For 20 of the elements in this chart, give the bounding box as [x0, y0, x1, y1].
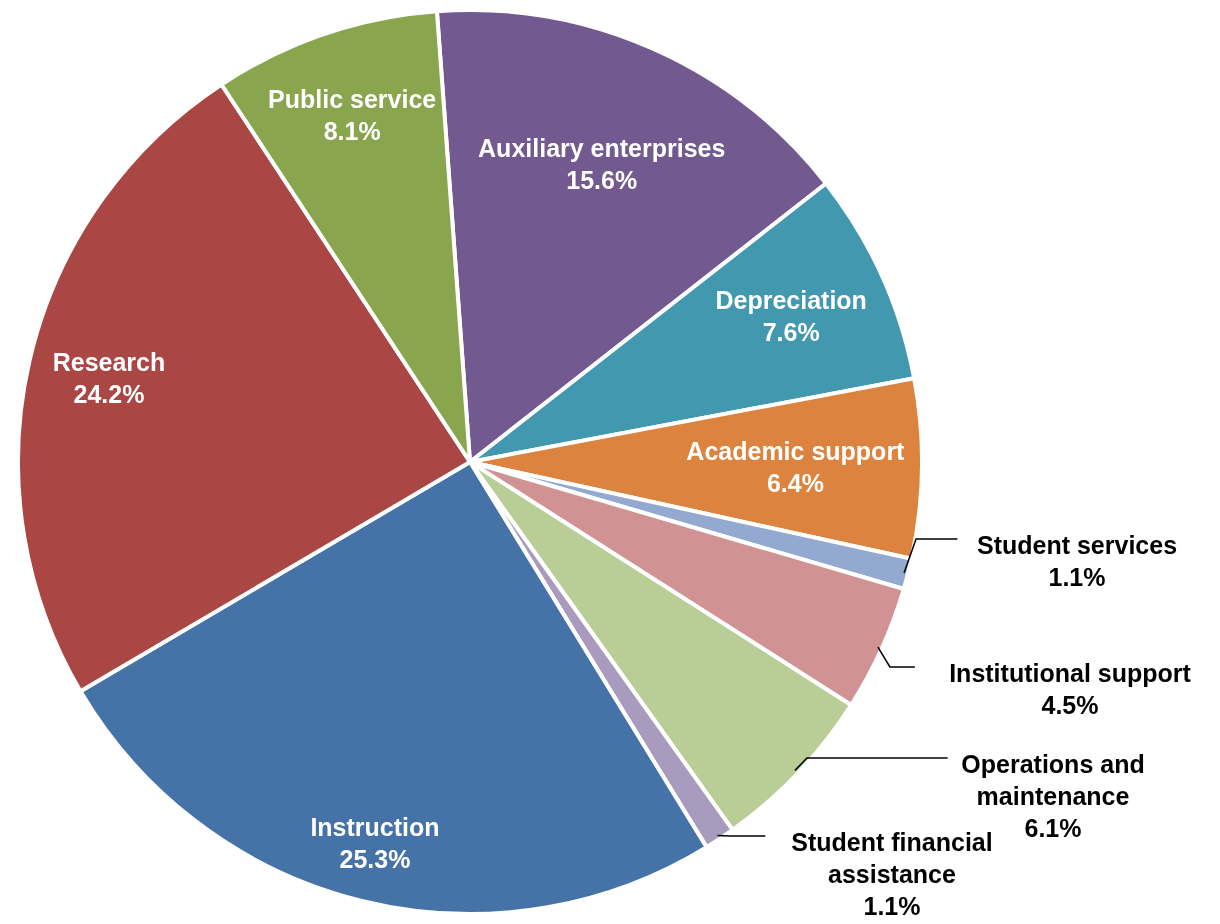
data-label: 7.6% — [762, 318, 820, 347]
data-label: 6.1% — [1024, 813, 1082, 842]
slice-label: Instruction — [310, 813, 440, 842]
slice-label: Depreciation — [715, 286, 867, 315]
slice-label: Operations and maintenance — [961, 749, 1145, 810]
slice-label: Student financial assistance — [791, 827, 993, 888]
slice-label: Auxiliary enterprises — [478, 134, 726, 163]
slice-label: Institutional support — [949, 658, 1192, 687]
data-label: 25.3% — [339, 845, 411, 874]
data-label: 6.4% — [766, 468, 824, 497]
slice-label: Student services — [976, 530, 1178, 559]
slice-label: Public service — [268, 85, 437, 114]
slice-label: Research — [52, 347, 166, 376]
data-label: 15.6% — [566, 166, 638, 195]
data-label: 1.1% — [1048, 562, 1106, 591]
data-label: 4.5% — [1041, 690, 1099, 719]
slice-label: Academic support — [686, 436, 906, 465]
data-label: 8.1% — [323, 117, 381, 146]
data-label: 1.1% — [863, 891, 921, 920]
data-label: 24.2% — [73, 379, 145, 408]
